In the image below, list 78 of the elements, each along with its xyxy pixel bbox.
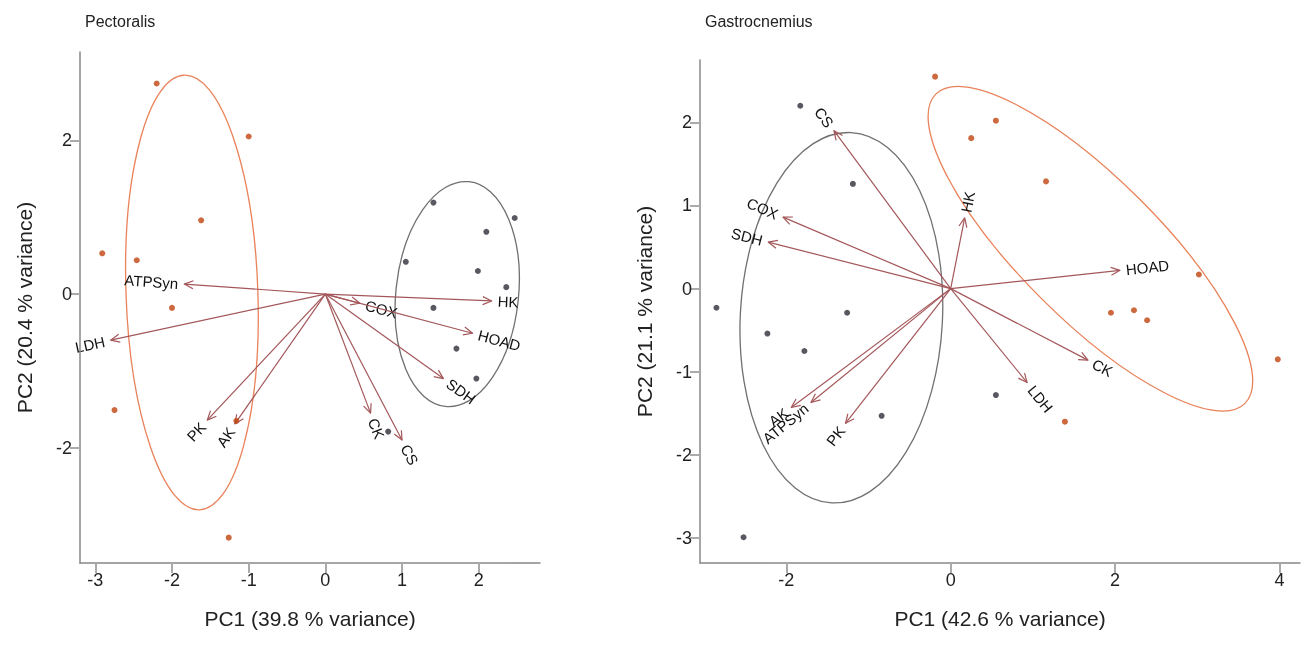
point bbox=[968, 135, 975, 142]
point bbox=[1274, 356, 1281, 363]
point bbox=[385, 428, 392, 435]
annotation: AK bbox=[213, 423, 239, 451]
x-tick-label: 1 bbox=[396, 570, 408, 590]
annotation: HK bbox=[497, 292, 519, 311]
x-axis-title: PC1 (42.6 % variance) bbox=[894, 607, 1106, 630]
x-tick-label: -3 bbox=[87, 570, 104, 590]
annotation: COX bbox=[363, 296, 400, 322]
point bbox=[849, 180, 856, 187]
x-tick-label: 0 bbox=[945, 570, 956, 590]
point bbox=[233, 417, 240, 424]
point bbox=[111, 407, 118, 414]
point bbox=[801, 347, 808, 354]
annotation: CS bbox=[397, 441, 423, 468]
point bbox=[430, 304, 437, 311]
annotation: HOAD bbox=[1125, 256, 1171, 279]
annotation: ATPSyn bbox=[123, 271, 179, 293]
point bbox=[1107, 309, 1114, 316]
annotation: SDH bbox=[729, 224, 765, 249]
point bbox=[740, 534, 747, 541]
point bbox=[153, 80, 160, 87]
x-tick-label: 4 bbox=[1274, 570, 1285, 590]
point bbox=[474, 268, 481, 274]
annotation: LDH bbox=[73, 333, 107, 357]
point bbox=[932, 73, 939, 80]
point bbox=[713, 304, 720, 311]
y-tick-label: 1 bbox=[681, 195, 692, 216]
point bbox=[1195, 271, 1202, 278]
point bbox=[1043, 178, 1050, 185]
chart-title: Gastrocnemius bbox=[705, 12, 813, 30]
x-tick-label: 0 bbox=[320, 570, 331, 590]
chart-title: Pectoralis bbox=[85, 12, 156, 30]
point bbox=[483, 228, 490, 235]
point bbox=[453, 345, 460, 352]
point bbox=[133, 257, 140, 264]
y-tick-label: -2 bbox=[55, 437, 72, 458]
point bbox=[511, 214, 518, 221]
point bbox=[844, 309, 851, 316]
point bbox=[225, 534, 232, 541]
annotation: HOAD bbox=[476, 326, 523, 355]
y-axis-title: PC2 (21.1 % variance) bbox=[633, 205, 656, 418]
annotation: COX bbox=[744, 194, 781, 223]
annotation: PK bbox=[183, 418, 210, 445]
x-tick-label: -2 bbox=[163, 570, 181, 590]
point bbox=[992, 392, 999, 399]
annotation: PK bbox=[822, 422, 849, 450]
y-tick-label: 0 bbox=[61, 284, 72, 305]
point bbox=[797, 102, 804, 109]
y-tick-label: 2 bbox=[61, 130, 72, 151]
y-tick-label: 2 bbox=[681, 112, 692, 133]
point bbox=[99, 250, 106, 257]
y-tick-label: -3 bbox=[675, 528, 692, 549]
point bbox=[992, 117, 999, 124]
y-tick-label: -2 bbox=[675, 444, 692, 465]
point bbox=[402, 258, 409, 265]
y-axis-title: PC2 (20.4 % variance) bbox=[13, 201, 36, 414]
y-tick-label: 0 bbox=[681, 278, 692, 299]
annotation: HK bbox=[957, 189, 979, 214]
annotation: CK bbox=[1089, 355, 1116, 381]
point bbox=[764, 330, 771, 337]
point bbox=[430, 199, 437, 206]
x-tick-label: 2 bbox=[1110, 570, 1121, 590]
point bbox=[878, 412, 885, 419]
point bbox=[503, 284, 510, 291]
x-tick-label: -2 bbox=[778, 570, 795, 590]
annotation: SDH bbox=[443, 375, 479, 408]
point bbox=[1130, 307, 1137, 314]
annotation: CS bbox=[811, 104, 838, 131]
point bbox=[198, 217, 205, 224]
y-tick-label: -1 bbox=[675, 361, 692, 382]
x-axis-title: PC1 (39.8 % variance) bbox=[204, 607, 416, 630]
x-tick-label: 2 bbox=[473, 570, 484, 590]
x-tick-label: -1 bbox=[240, 570, 257, 590]
annotation: CK bbox=[364, 415, 389, 442]
point bbox=[1061, 418, 1068, 425]
point bbox=[169, 304, 175, 311]
point bbox=[1144, 317, 1151, 324]
